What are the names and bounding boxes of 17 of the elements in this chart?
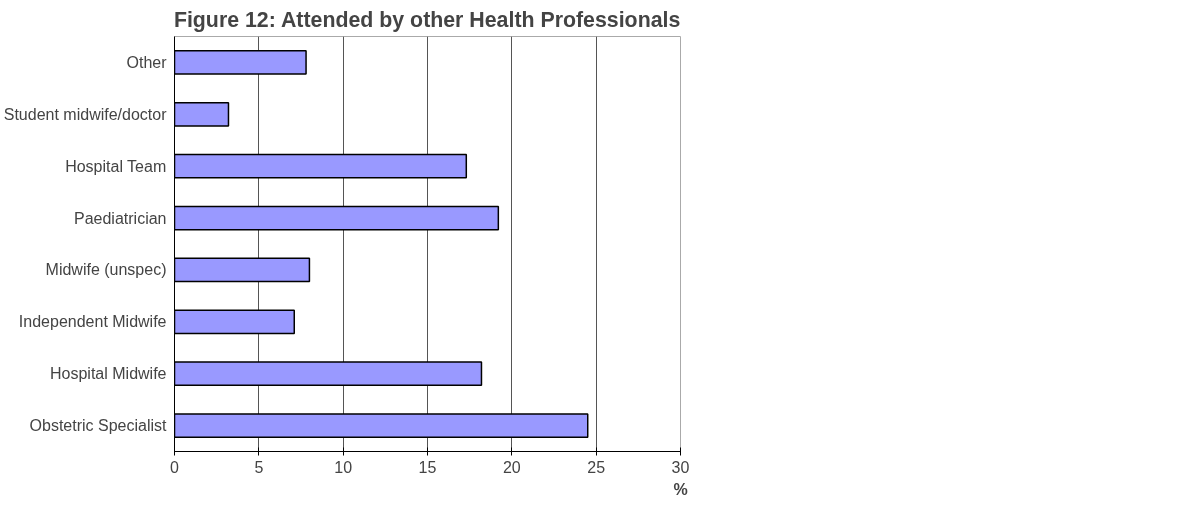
x-tick-label: 0 [170,458,180,476]
y-tick-label: Independent Midwife [18,313,167,331]
x-tick-label: 15 [418,458,437,476]
y-tick-label: Midwife (unspec) [45,261,167,279]
chart-title: Figure 12: Attended by other Health Professionals [173,7,681,32]
y-tick-label: Obstetric Specialist [29,417,168,435]
x-tick-label: 25 [587,458,606,476]
x-tick-label: 30 [671,458,690,476]
x-axis-title: % [673,480,688,498]
y-tick-label: Student midwife/doctor [3,105,168,123]
x-tick-label: 20 [502,458,521,476]
y-tick-label: Hospital Team [65,157,167,175]
y-tick-label: Other [126,53,168,71]
y-tick-label: Hospital Midwife [50,365,167,383]
x-tick-label: 10 [334,458,353,476]
y-tick-label: Paediatrician [74,209,167,227]
x-tick-label: 5 [254,458,264,476]
